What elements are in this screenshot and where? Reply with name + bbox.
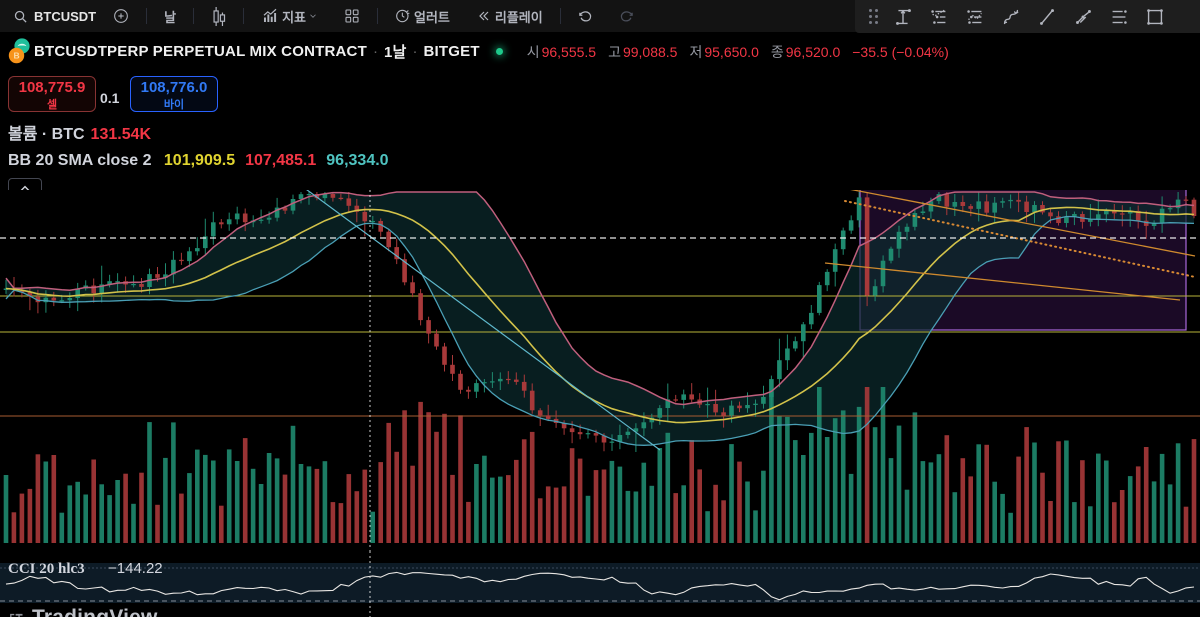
svg-text:CCI 20 hlc3: CCI 20 hlc3 [8, 561, 85, 577]
svg-text:B: B [14, 50, 20, 60]
svg-text:−144.22: −144.22 [108, 560, 163, 577]
